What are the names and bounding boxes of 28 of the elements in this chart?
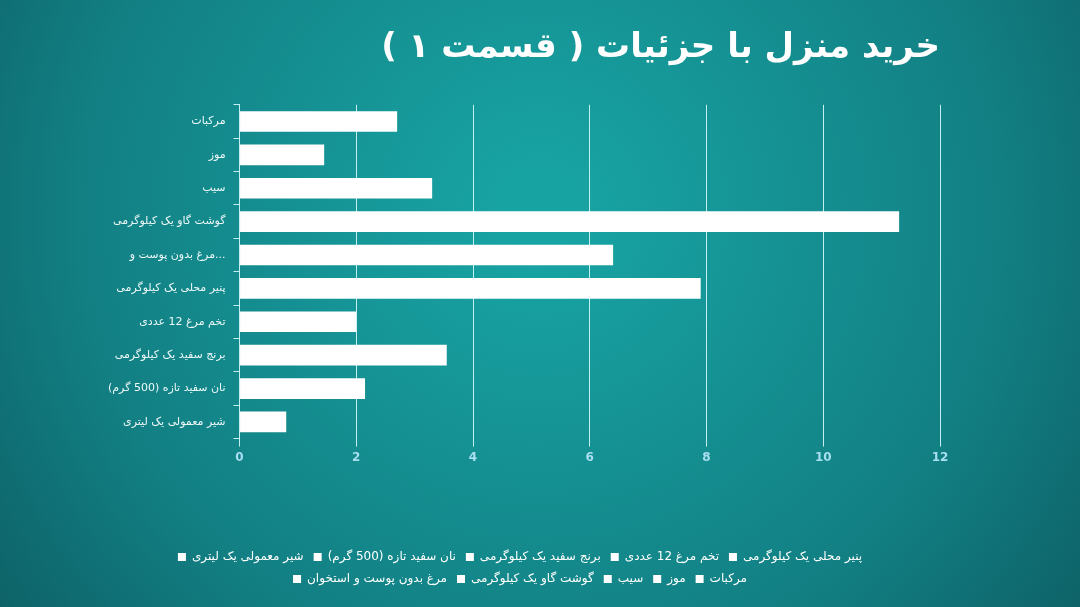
y-tick-label: تخم مرغ 12 عددی bbox=[139, 314, 226, 328]
legend-label: شیر معمولی یک لیتری bbox=[191, 549, 304, 565]
x-tick-label: 8 bbox=[702, 449, 711, 464]
x-tick-label: 12 bbox=[931, 449, 949, 464]
x-tick-label: 4 bbox=[468, 449, 478, 464]
chart-title: خرید منزل با جزئیات ( قسمت ۱ ) bbox=[381, 25, 940, 67]
x-tick-label: 2 bbox=[352, 449, 361, 464]
legend-label: گوشت گاو یک کیلوگرمی bbox=[471, 571, 595, 587]
y-tick-label: پنیر محلی یک کیلوگرمی bbox=[116, 281, 226, 295]
y-tick-label: مرغ بدون پوست و... bbox=[128, 247, 226, 261]
x-tick-label: 10 bbox=[814, 449, 832, 464]
legend-label: تخم مرغ 12 عددی bbox=[624, 549, 719, 565]
legend-label: نان سفید تازه (500 گرم) bbox=[327, 549, 456, 565]
y-tick-label: برنج سفید یک کیلوگرمی bbox=[114, 348, 226, 362]
legend-label: پنیر محلی یک کیلوگرمی bbox=[742, 549, 863, 565]
y-tick-label: موز bbox=[207, 147, 226, 161]
y-tick-label: شیر معمولی یک لیتری bbox=[123, 414, 226, 428]
legend-label: مرکبات bbox=[709, 571, 747, 587]
legend-label: برنج سفید یک کیلوگرمی bbox=[479, 549, 601, 565]
y-tick-label: مرکبات bbox=[191, 114, 226, 128]
y-tick-label: سیب bbox=[202, 181, 226, 195]
legend-label: موز bbox=[666, 571, 686, 587]
y-tick-label: نان سفید تازه (500 گرم) bbox=[107, 381, 226, 395]
x-tick-label: 0 bbox=[235, 449, 244, 464]
x-tick-label: 6 bbox=[585, 449, 594, 464]
y-tick-label: گوشت گاو یک کیلوگرمی bbox=[113, 214, 227, 228]
legend-label: مرغ بدون پوست و استخوان bbox=[307, 571, 448, 587]
legend-label: سیب bbox=[617, 571, 644, 586]
